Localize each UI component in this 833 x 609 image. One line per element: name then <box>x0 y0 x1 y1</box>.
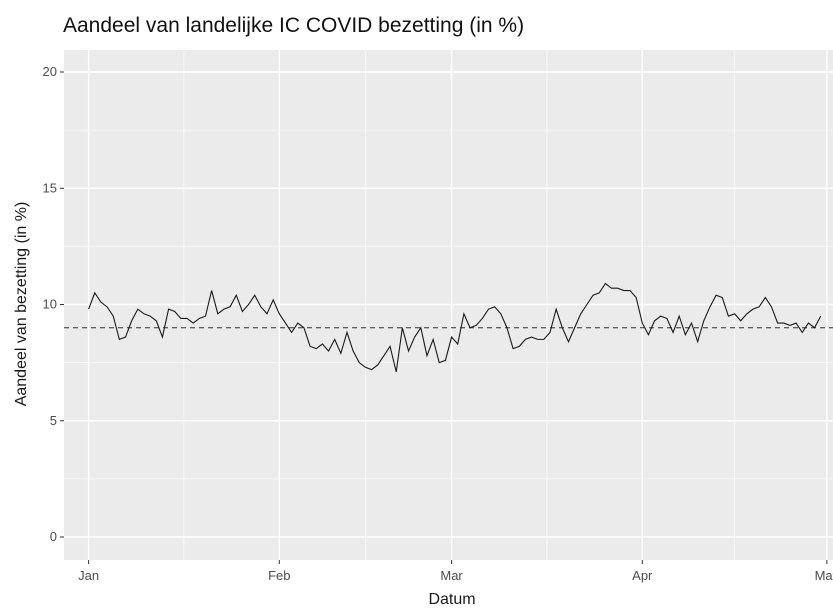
series-line <box>88 282 822 373</box>
y-tick-label: 10 <box>43 297 57 312</box>
y-tick-label: 15 <box>43 180 57 195</box>
y-tick-label: 20 <box>43 64 57 79</box>
x-tick-label: Feb <box>268 568 290 583</box>
x-axis-title: Datum <box>428 591 475 608</box>
y-tick-label: 0 <box>50 529 57 544</box>
x-tick-label: May <box>815 568 833 583</box>
y-axis: 0 5 10 15 20 <box>43 64 64 544</box>
y-tick-label: 5 <box>50 413 57 428</box>
y-axis-title: Aandeel van bezetting (in %) <box>13 202 30 407</box>
chart-title: Aandeel van landelijke IC COVID bezettin… <box>63 14 525 37</box>
x-tick-label: Mar <box>440 568 463 583</box>
x-tick-label: Jan <box>78 568 99 583</box>
x-axis: Jan Feb Mar Apr May <box>78 560 833 583</box>
grid-major <box>64 50 833 560</box>
x-tick-label: Apr <box>632 568 653 583</box>
